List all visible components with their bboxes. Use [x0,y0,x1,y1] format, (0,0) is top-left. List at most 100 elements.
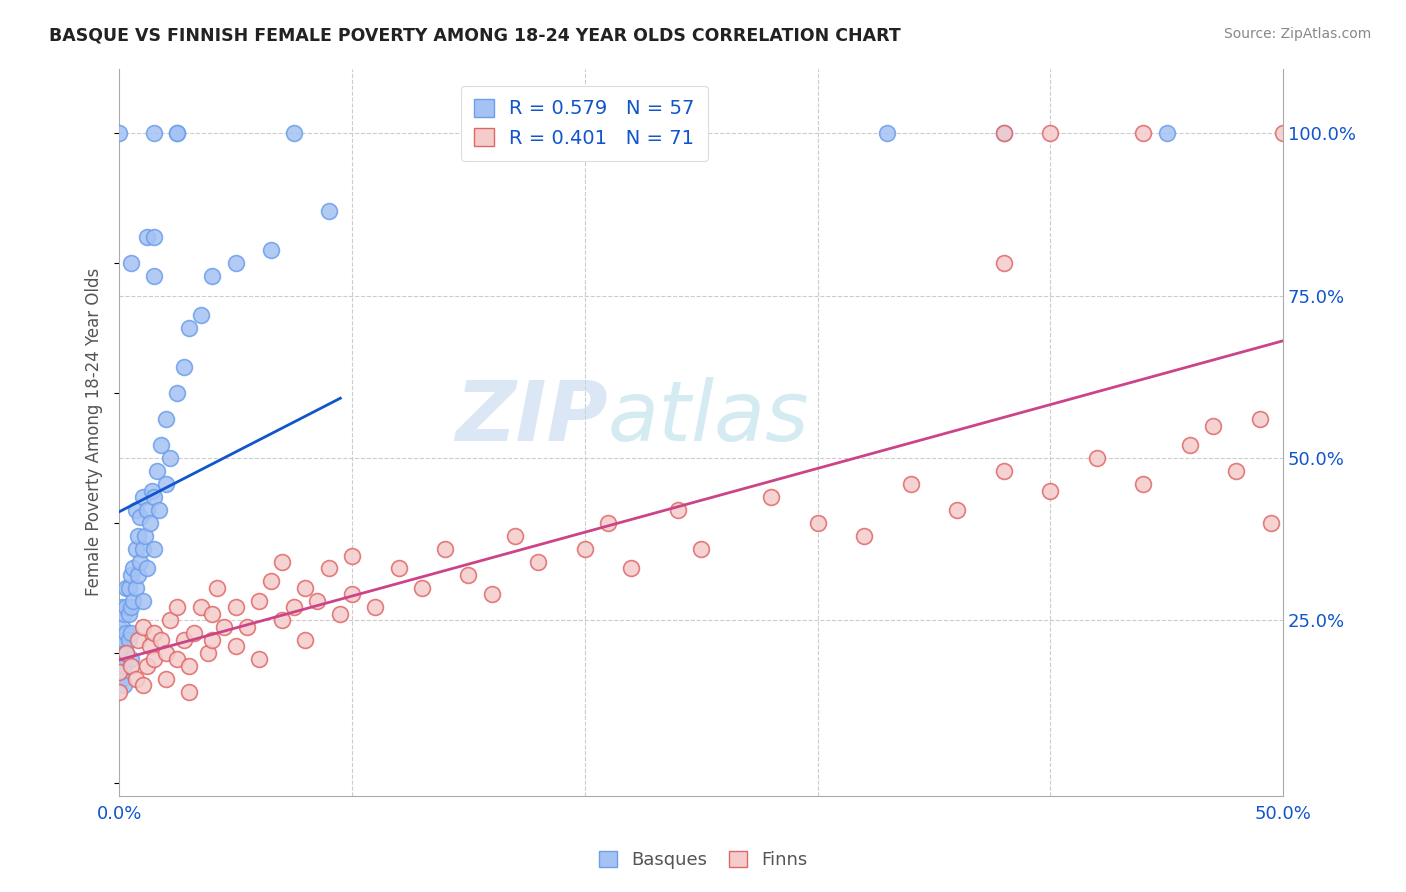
Point [993,127,1015,141]
Point [190,600,212,615]
Y-axis label: Female Poverty Among 18-24 Year Olds: Female Poverty Among 18-24 Year Olds [86,268,103,596]
Point [115,626,138,640]
Point [115,646,138,660]
Point [481,587,503,601]
Point [993,464,1015,478]
Point [110,640,132,654]
Point [946,503,969,517]
Point [131,594,153,608]
Point [318,561,340,575]
Legend: Basques, Finns: Basques, Finns [589,842,817,879]
Point [1039,127,1062,141]
Point [225,256,247,270]
Point [173,632,195,647]
Point [166,127,188,141]
Text: BASQUE VS FINNISH FEMALE POVERTY AMONG 18-24 YEAR OLDS CORRELATION CHART: BASQUE VS FINNISH FEMALE POVERTY AMONG 1… [49,27,901,45]
Point [177,685,200,699]
Point [159,614,181,628]
Point [143,230,166,244]
Point [177,321,200,335]
Point [115,646,138,660]
Point [247,652,270,666]
Point [131,490,153,504]
Point [127,632,149,647]
Point [143,541,166,556]
Point [527,555,550,569]
Point [110,600,132,615]
Point [112,659,135,673]
Point [197,646,219,660]
Point [503,529,526,543]
Point [155,646,177,660]
Point [259,574,281,589]
Point [318,204,340,219]
Point [150,632,173,647]
Point [1272,127,1295,141]
Point [166,127,188,141]
Point [120,600,142,615]
Point [166,652,188,666]
Point [271,614,294,628]
Point [173,360,195,375]
Point [1178,438,1201,452]
Point [1225,464,1247,478]
Point [138,516,160,530]
Point [1249,412,1271,426]
Point [1039,483,1062,498]
Point [574,541,596,556]
Point [127,529,149,543]
Point [117,632,139,647]
Point [166,386,188,401]
Point [134,529,156,543]
Point [143,652,166,666]
Point [112,632,135,647]
Point [225,600,247,615]
Point [183,626,205,640]
Point [294,632,316,647]
Point [900,477,922,491]
Point [340,549,363,563]
Point [806,516,828,530]
Point [117,581,139,595]
Point [1202,418,1225,433]
Point [993,127,1015,141]
Point [150,438,173,452]
Point [120,652,142,666]
Point [411,581,433,595]
Point [141,483,163,498]
Point [177,659,200,673]
Point [307,594,329,608]
Point [993,256,1015,270]
Point [596,516,619,530]
Point [124,503,146,517]
Point [247,594,270,608]
Point [110,652,132,666]
Point [148,503,170,517]
Point [124,581,146,595]
Point [117,607,139,621]
Point [201,607,224,621]
Point [434,541,457,556]
Point [131,620,153,634]
Point [225,640,247,654]
Point [271,555,294,569]
Point [205,581,228,595]
Legend: R = 0.579   N = 57, R = 0.401   N = 71: R = 0.579 N = 57, R = 0.401 N = 71 [461,86,709,161]
Point [143,626,166,640]
Point [1156,127,1178,141]
Point [1132,127,1154,141]
Point [236,620,259,634]
Point [108,665,131,680]
Point [127,568,149,582]
Point [155,477,177,491]
Point [120,568,142,582]
Point [122,561,145,575]
Point [136,659,159,673]
Point [120,626,142,640]
Point [129,509,152,524]
Point [155,412,177,426]
Point [201,632,224,647]
Point [120,256,142,270]
Point [201,269,224,284]
Point [759,490,782,504]
